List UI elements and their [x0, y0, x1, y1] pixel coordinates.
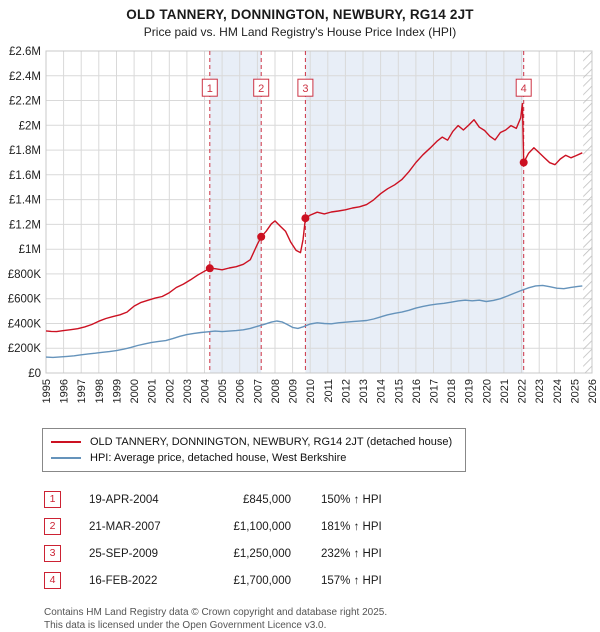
transaction-date: 25-SEP-2009	[89, 547, 159, 560]
svg-text:2013: 2013	[358, 379, 370, 403]
transaction-date: 16-FEB-2022	[89, 574, 158, 587]
svg-text:£200K: £200K	[8, 343, 42, 355]
legend-label-hpi: HPI: Average price, detached house, West…	[90, 452, 347, 464]
svg-text:£2M: £2M	[19, 120, 41, 132]
transaction-price: £1,100,000	[233, 520, 291, 533]
transaction-date: 21-MAR-2007	[89, 520, 161, 533]
transaction-price: £1,250,000	[233, 547, 291, 560]
svg-text:2021: 2021	[499, 379, 511, 403]
transaction-number-badge: 1	[44, 491, 61, 508]
chart-container: 1 2 3 4 £0 £200K £400K £600K £800K £1M £1.2M £1.4M £…	[0, 41, 600, 424]
license-footer: Contains HM Land Registry data © Crown c…	[44, 606, 600, 632]
svg-text:2009: 2009	[288, 379, 300, 403]
transaction-number-badge: 3	[44, 545, 61, 562]
svg-text:2014: 2014	[376, 379, 388, 403]
transaction-row: 3 25-SEP-2009 £1,250,000 232% ↑ HPI	[44, 540, 600, 567]
svg-text:1998: 1998	[94, 379, 106, 403]
svg-text:1999: 1999	[112, 379, 124, 403]
svg-text:2000: 2000	[129, 379, 141, 403]
transaction-date: 19-APR-2004	[89, 493, 159, 506]
svg-text:£1.6M: £1.6M	[9, 170, 41, 182]
svg-text:1: 1	[207, 83, 213, 95]
svg-text:2024: 2024	[552, 379, 564, 403]
svg-text:£0: £0	[28, 368, 41, 380]
svg-text:1997: 1997	[76, 379, 88, 403]
transaction-row: 1 19-APR-2004 £845,000 150% ↑ HPI	[44, 486, 600, 513]
svg-text:2023: 2023	[534, 379, 546, 403]
red-line-swatch	[51, 441, 81, 443]
footer-line-1: Contains HM Land Registry data © Crown c…	[44, 607, 388, 618]
svg-text:2003: 2003	[182, 379, 194, 403]
page-subtitle: Price paid vs. HM Land Registry's House …	[143, 25, 457, 39]
transaction-row: 4 16-FEB-2022 £1,700,000 157% ↑ HPI	[44, 567, 600, 594]
svg-text:2020: 2020	[481, 379, 493, 403]
transaction-number-badge: 2	[44, 518, 61, 535]
svg-text:2012: 2012	[340, 379, 352, 403]
svg-text:3: 3	[302, 83, 308, 95]
svg-text:£1M: £1M	[19, 244, 41, 256]
svg-text:£2.2M: £2.2M	[9, 96, 41, 108]
svg-text:2022: 2022	[517, 379, 529, 403]
svg-text:2: 2	[258, 83, 264, 95]
transactions-table: 1 19-APR-2004 £845,000 150% ↑ HPI 2 21-M…	[44, 486, 600, 594]
svg-text:2016: 2016	[411, 379, 423, 403]
transaction-hpi: 232% ↑ HPI	[321, 547, 382, 560]
legend-label-price-paid: OLD TANNERY, DONNINGTON, NEWBURY, RG14 2…	[90, 436, 453, 448]
legend-row-hpi: HPI: Average price, detached house, West…	[51, 450, 457, 466]
svg-text:£600K: £600K	[8, 294, 42, 306]
svg-text:2005: 2005	[217, 379, 229, 403]
svg-text:2015: 2015	[393, 379, 405, 403]
svg-text:£2.6M: £2.6M	[9, 46, 41, 58]
svg-text:2008: 2008	[270, 379, 282, 403]
svg-text:2018: 2018	[446, 379, 458, 403]
svg-text:£2.4M: £2.4M	[9, 71, 41, 83]
svg-text:2002: 2002	[164, 379, 176, 403]
svg-text:£1.8M: £1.8M	[9, 145, 41, 157]
price-history-chart: 1 2 3 4 £0 £200K £400K £600K £800K £1M £1.2M £1.4M £…	[8, 46, 599, 403]
svg-text:2011: 2011	[323, 379, 335, 403]
legend: OLD TANNERY, DONNINGTON, NEWBURY, RG14 2…	[42, 428, 466, 472]
page-title: OLD TANNERY, DONNINGTON, NEWBURY, RG14 2…	[126, 7, 474, 22]
svg-text:4: 4	[521, 83, 527, 95]
svg-text:£400K: £400K	[8, 319, 42, 331]
footer-line-2: This data is licensed under the Open Gov…	[44, 620, 327, 631]
svg-text:£800K: £800K	[8, 269, 42, 281]
svg-text:1996: 1996	[59, 379, 71, 403]
blue-line-swatch	[51, 457, 81, 459]
legend-row-price-paid: OLD TANNERY, DONNINGTON, NEWBURY, RG14 2…	[51, 434, 457, 450]
transaction-hpi: 181% ↑ HPI	[321, 520, 382, 533]
transaction-number-badge: 4	[44, 572, 61, 589]
transaction-price: £1,700,000	[233, 574, 291, 587]
svg-text:2001: 2001	[147, 379, 159, 403]
svg-text:2019: 2019	[464, 379, 476, 403]
svg-text:2010: 2010	[305, 379, 317, 403]
svg-text:£1.2M: £1.2M	[9, 219, 41, 231]
svg-text:2025: 2025	[569, 379, 581, 403]
transaction-hpi: 150% ↑ HPI	[321, 493, 382, 506]
transaction-row: 2 21-MAR-2007 £1,100,000 181% ↑ HPI	[44, 513, 600, 540]
svg-text:2006: 2006	[235, 379, 247, 403]
svg-text:2004: 2004	[200, 379, 212, 403]
transaction-price: £845,000	[243, 493, 291, 506]
svg-text:1995: 1995	[41, 379, 53, 403]
svg-text:£1.4M: £1.4M	[9, 195, 41, 207]
svg-text:2026: 2026	[587, 379, 599, 403]
transaction-hpi: 157% ↑ HPI	[321, 574, 382, 587]
svg-text:2007: 2007	[252, 379, 264, 403]
svg-text:2017: 2017	[429, 379, 441, 403]
